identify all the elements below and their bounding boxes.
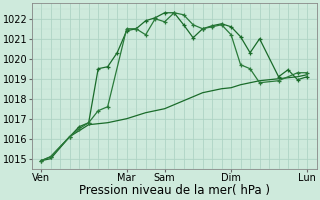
X-axis label: Pression niveau de la mer( hPa ): Pression niveau de la mer( hPa ) xyxy=(79,184,270,197)
